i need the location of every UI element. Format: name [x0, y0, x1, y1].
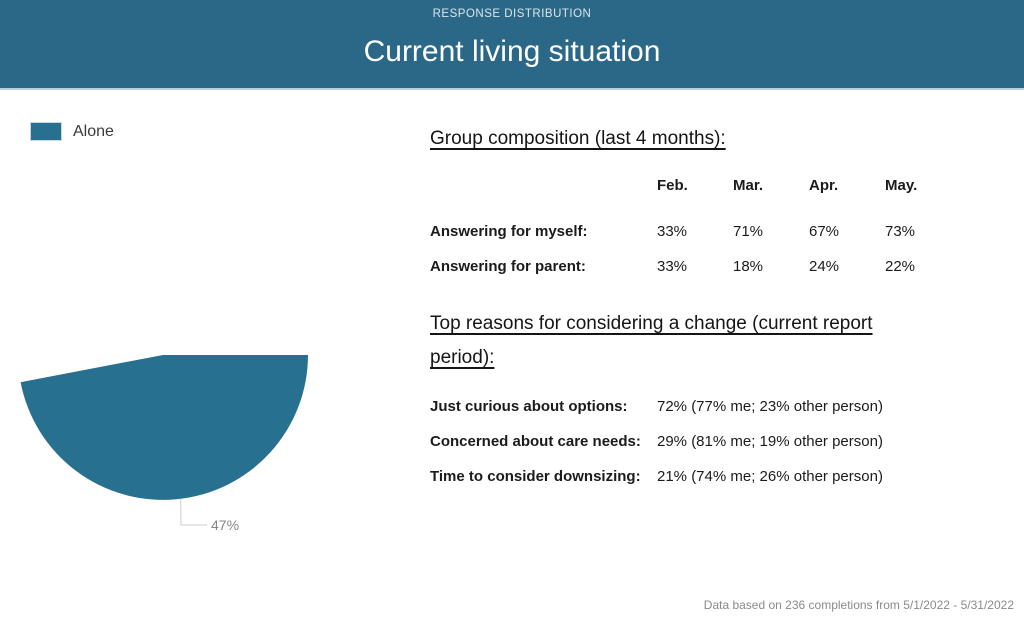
pie-chart-svg: 47% — [20, 355, 308, 533]
cell-parent-may: 22% — [885, 258, 916, 275]
cell-parent-mar: 18% — [733, 258, 764, 275]
cell-myself-feb: 33% — [657, 223, 688, 240]
table-header-spacer — [430, 177, 657, 194]
row-label-myself: Answering for myself: — [430, 223, 588, 240]
cell-parent-apr: 24% — [809, 258, 840, 275]
pie-slice-alone — [20, 355, 308, 500]
list-item: Concerned about care needs: 29% (81% me;… — [430, 433, 928, 450]
report-header: RESPONSE DISTRIBUTION Current living sit… — [0, 0, 1024, 90]
table-row: Answering for parent: 33% 18% 24% 22% — [430, 258, 928, 275]
column-header-may: May. — [885, 177, 918, 194]
footer-note: Data based on 236 completions from 5/1/2… — [703, 598, 1014, 612]
report-eyebrow: RESPONSE DISTRIBUTION — [432, 8, 592, 20]
chart-legend: Alone — [30, 122, 114, 141]
page-title: Current living situation — [363, 35, 661, 68]
legend-label-alone: Alone — [73, 122, 114, 140]
cell-myself-mar: 71% — [733, 223, 764, 240]
column-header-feb: Feb. — [657, 177, 688, 194]
top-reasons-heading: Top reasons for considering a change (cu… — [430, 313, 873, 368]
list-item: Just curious about options: 72% (77% me;… — [430, 398, 928, 415]
list-item: Time to consider downsizing: 21% (74% me… — [430, 468, 928, 485]
group-composition-heading: Group composition (last 4 months): — [430, 128, 726, 149]
legend-swatch-alone — [30, 122, 62, 141]
reason-label-care-needs: Concerned about care needs: — [430, 433, 641, 450]
reason-label-curious: Just curious about options: — [430, 398, 628, 415]
reason-label-downsizing: Time to consider downsizing: — [430, 468, 641, 485]
column-header-apr: Apr. — [809, 177, 839, 194]
pie-chart: 47% — [0, 200, 360, 560]
reason-value-care-needs: 29% (81% me; 19% other person) — [657, 433, 883, 450]
table-row: Answering for myself: 33% 71% 67% 73% — [430, 223, 928, 240]
table-header-row: Feb. Mar. Apr. May. — [430, 177, 928, 194]
reason-value-curious: 72% (77% me; 23% other person) — [657, 398, 883, 415]
group-composition-table: Feb. Mar. Apr. May. Answering for myself… — [430, 177, 928, 275]
details-panel: Group composition (last 4 months): Feb. … — [430, 122, 928, 485]
row-label-parent: Answering for parent: — [430, 258, 586, 275]
reason-value-downsizing: 21% (74% me; 26% other person) — [657, 468, 883, 485]
cell-myself-apr: 67% — [809, 223, 840, 240]
cell-parent-feb: 33% — [657, 258, 688, 275]
cell-myself-may: 73% — [885, 223, 916, 240]
data-label-leader-line — [180, 498, 207, 526]
top-reasons-list: Just curious about options: 72% (77% me;… — [430, 398, 928, 485]
pie-data-label: 47% — [211, 517, 239, 533]
column-header-mar: Mar. — [733, 177, 764, 194]
